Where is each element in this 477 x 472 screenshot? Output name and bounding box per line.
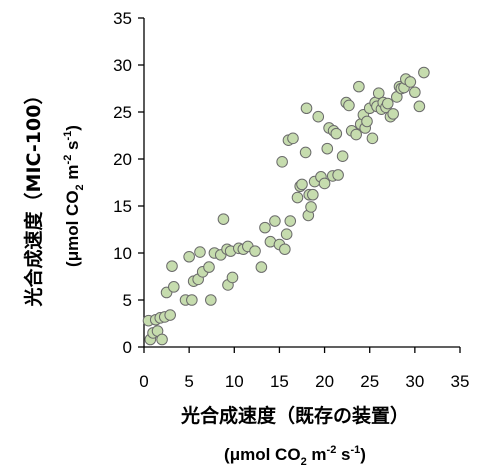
y-ticks: 0 5 10 15 20 25 30 35 <box>113 9 144 357</box>
data-point <box>418 66 430 79</box>
data-point <box>312 110 325 123</box>
y-tick-label: 0 <box>123 338 132 357</box>
data-point <box>164 309 176 321</box>
data-point <box>332 169 344 181</box>
data-point <box>307 188 319 201</box>
data-point <box>166 260 178 272</box>
data-points <box>142 66 430 346</box>
data-point <box>186 294 198 306</box>
y-tick-label: 10 <box>113 244 132 263</box>
data-point <box>404 76 417 88</box>
data-point <box>269 215 281 227</box>
x-tick-label: 35 <box>451 372 470 391</box>
plot-area: 0 5 10 15 20 25 30 35 0 5 10 15 20 25 30 35 <box>113 9 469 391</box>
x-tick-label: 20 <box>315 372 334 391</box>
y-tick-label: 15 <box>113 197 132 216</box>
data-point <box>167 281 180 293</box>
data-point <box>381 97 394 110</box>
x-tick-label: 15 <box>270 372 289 391</box>
data-point <box>343 99 355 112</box>
data-point <box>276 156 288 168</box>
data-point <box>361 115 373 128</box>
y-tick-label: 35 <box>113 9 132 28</box>
y-tick-label: 30 <box>113 56 132 75</box>
x-tick-label: 5 <box>184 372 193 391</box>
y-tick-label: 25 <box>113 103 132 122</box>
data-point <box>259 221 271 234</box>
data-point <box>318 177 331 190</box>
data-point <box>217 213 230 225</box>
data-point <box>336 150 349 162</box>
data-point <box>203 261 215 273</box>
data-point <box>226 271 239 284</box>
data-point <box>353 80 365 93</box>
data-point <box>366 132 379 145</box>
data-point <box>321 142 334 155</box>
data-point <box>413 100 426 113</box>
data-point <box>409 86 421 99</box>
data-point <box>284 215 297 227</box>
data-point <box>255 261 268 273</box>
data-point <box>299 146 312 159</box>
data-point <box>249 245 261 257</box>
data-point <box>156 333 168 346</box>
y-axis-unit: (μmol CO2 m-2 s-1) <box>62 125 86 267</box>
x-axis-title: 光合成速度（既存の装置） <box>180 404 409 427</box>
data-point <box>280 228 293 240</box>
x-ticks: 0 5 10 15 20 25 30 35 <box>139 347 469 391</box>
data-point <box>291 191 304 204</box>
data-point <box>183 250 195 263</box>
data-point <box>387 108 399 120</box>
x-tick-label: 10 <box>225 372 244 391</box>
data-point <box>305 201 317 213</box>
data-point <box>205 294 217 306</box>
x-axis-unit: (μmol CO2 m-2 s-1) <box>224 444 366 468</box>
y-axis-title: 光合成速度（MIC-100） <box>22 86 45 308</box>
data-point <box>330 127 343 140</box>
data-point <box>350 128 362 141</box>
x-tick-label: 25 <box>360 372 379 391</box>
data-point <box>372 87 385 99</box>
data-point <box>287 132 299 145</box>
x-tick-label: 30 <box>405 372 424 391</box>
data-point <box>296 178 308 191</box>
x-tick-label: 0 <box>139 372 148 391</box>
data-point <box>279 243 291 256</box>
data-point <box>300 102 313 115</box>
data-point <box>194 246 206 258</box>
y-tick-label: 5 <box>123 291 132 310</box>
y-tick-label: 20 <box>113 150 132 169</box>
